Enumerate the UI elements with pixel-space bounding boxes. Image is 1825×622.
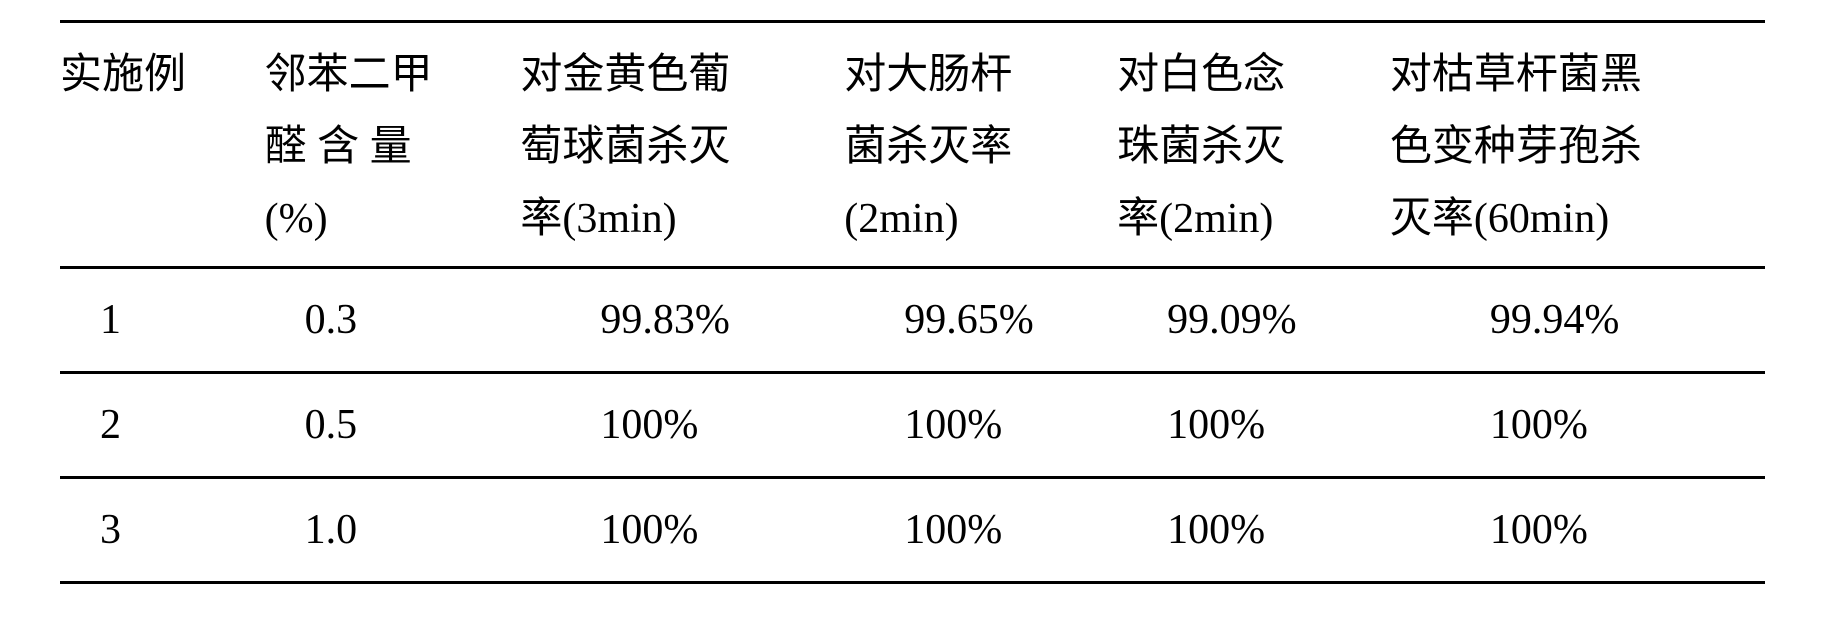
col-header-bacillus-spore-kill-rate: 对枯草杆菌黑 色变种芽孢杀 灭率(60min) xyxy=(1390,22,1765,268)
col-header-text: 实施例 xyxy=(60,39,265,111)
data-table: 实施例 邻苯二甲 醛 含 量 (%) 对金黄色葡 萄球菌杀灭 率(3min) xyxy=(60,20,1765,584)
col-header-opa-content: 邻苯二甲 醛 含 量 (%) xyxy=(265,22,521,268)
cell-candida: 99.09% xyxy=(1117,267,1390,372)
col-header-text: 菌杀灭率 xyxy=(844,111,1117,183)
cell-staph: 99.83% xyxy=(520,267,844,372)
col-header-text: 对金黄色葡 xyxy=(520,39,844,111)
col-header-text: 对白色念 xyxy=(1117,39,1390,111)
cell-opa-content: 0.3 xyxy=(265,267,521,372)
cell-staph: 100% xyxy=(520,372,844,477)
cell-ecoli: 100% xyxy=(844,372,1117,477)
col-header-example: 实施例 xyxy=(60,22,265,268)
col-header-text: 邻苯二甲 xyxy=(265,39,521,111)
table-row: 2 0.5 100% 100% 100% 100% xyxy=(60,372,1765,477)
table-row: 1 0.3 99.83% 99.65% 99.09% 99.94% xyxy=(60,267,1765,372)
cell-candida: 100% xyxy=(1117,477,1390,582)
col-header-text: (%) xyxy=(265,183,521,255)
col-header-text: 对大肠杆 xyxy=(844,39,1117,111)
col-header-text: 醛 含 量 xyxy=(265,111,521,183)
cell-staph: 100% xyxy=(520,477,844,582)
col-header-text: 率(2min) xyxy=(1117,183,1390,255)
col-header-staph-kill-rate: 对金黄色葡 萄球菌杀灭 率(3min) xyxy=(520,22,844,268)
col-header-text: 珠菌杀灭 xyxy=(1117,111,1390,183)
table-row: 3 1.0 100% 100% 100% 100% xyxy=(60,477,1765,582)
cell-example: 1 xyxy=(60,267,265,372)
cell-opa-content: 1.0 xyxy=(265,477,521,582)
col-header-candida-kill-rate: 对白色念 珠菌杀灭 率(2min) xyxy=(1117,22,1390,268)
cell-ecoli: 99.65% xyxy=(844,267,1117,372)
col-header-text: 萄球菌杀灭 xyxy=(520,111,844,183)
cell-example: 3 xyxy=(60,477,265,582)
cell-opa-content: 0.5 xyxy=(265,372,521,477)
table-header-row: 实施例 邻苯二甲 醛 含 量 (%) 对金黄色葡 萄球菌杀灭 率(3min) xyxy=(60,22,1765,268)
col-header-text: 率(3min) xyxy=(520,183,844,255)
cell-bacillus: 99.94% xyxy=(1390,267,1765,372)
col-header-text: 灭率(60min) xyxy=(1390,183,1765,255)
cell-bacillus: 100% xyxy=(1390,372,1765,477)
cell-example: 2 xyxy=(60,372,265,477)
col-header-text: (2min) xyxy=(844,183,1117,255)
cell-candida: 100% xyxy=(1117,372,1390,477)
cell-ecoli: 100% xyxy=(844,477,1117,582)
col-header-text: 色变种芽孢杀 xyxy=(1390,111,1765,183)
col-header-text: 对枯草杆菌黑 xyxy=(1390,39,1765,111)
col-header-ecoli-kill-rate: 对大肠杆 菌杀灭率 (2min) xyxy=(844,22,1117,268)
cell-bacillus: 100% xyxy=(1390,477,1765,582)
